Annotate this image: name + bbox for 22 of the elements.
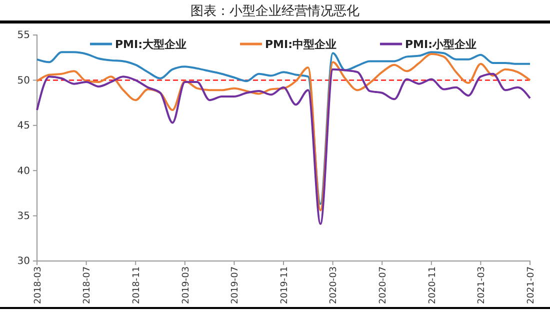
x-tick-label: 2020-07 [378, 266, 388, 304]
x-tick-label: 2018-07 [82, 266, 93, 304]
y-tick-label: 50 [17, 75, 30, 86]
y-tick-label: 40 [17, 166, 30, 177]
x-tick-label: 2019-11 [280, 266, 290, 304]
y-tick-label: 55 [17, 30, 30, 42]
x-tick-label: 2018-03 [33, 266, 44, 304]
x-tick-label: 2021-07 [526, 266, 536, 304]
y-tick-label: 30 [17, 256, 30, 268]
legend-label: PMI:中型企业 [265, 38, 336, 51]
x-tick-label: 2019-03 [181, 266, 192, 304]
legend-label: PMI:小型企业 [405, 38, 476, 51]
x-tick-label: 2020-11 [428, 266, 438, 304]
x-tick-label: 2020-03 [329, 266, 340, 304]
y-tick-label: 45 [17, 120, 30, 132]
x-tick-label: 2018-11 [132, 266, 142, 304]
y-tick-label: 35 [17, 211, 30, 222]
x-tick-label: 2019-07 [230, 266, 241, 304]
line-series [36, 68, 531, 225]
chart-title: 图表：小型企业经营情况恶化 [190, 4, 360, 19]
x-tick-label: 2021-03 [477, 266, 488, 304]
legend-label: PMI:大型企业 [115, 38, 186, 51]
